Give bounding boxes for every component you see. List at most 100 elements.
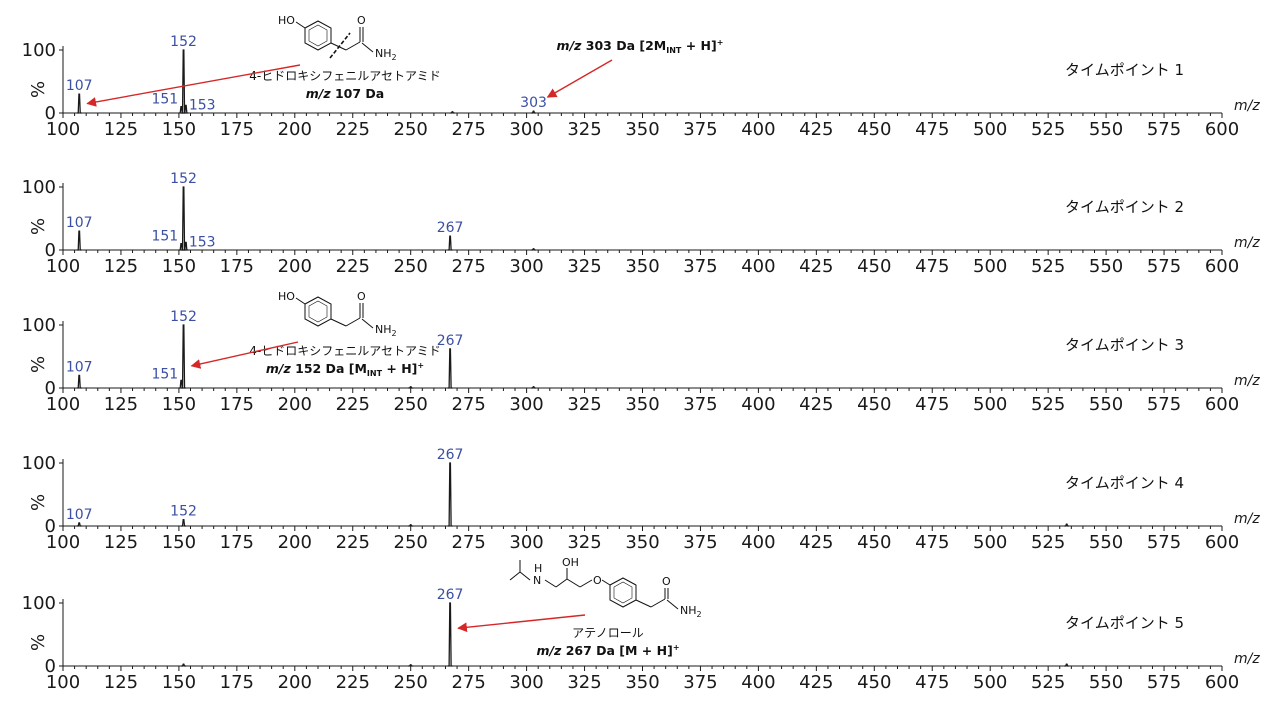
peak-152 (181, 324, 187, 389)
peak-533 (1064, 663, 1070, 667)
peak-label-152: 152 (170, 171, 197, 187)
chem-nh2-label: NH2 (680, 604, 702, 619)
peak-268 (449, 111, 455, 114)
x-tick-label: 450 (857, 119, 891, 140)
x-tick-label: 375 (683, 256, 717, 277)
y-axis-label: % (28, 81, 49, 98)
x-tick-label: 450 (857, 394, 891, 415)
timepoint-label: タイムポイント 2 (1065, 198, 1184, 216)
x-tick-label: 300 (509, 672, 543, 693)
x-tick-label: 550 (1089, 394, 1123, 415)
x-axis-label: m/z (1234, 98, 1260, 114)
x-tick-label: 525 (1031, 532, 1065, 553)
chem-n-label: N (533, 574, 541, 587)
x-tick-label: 500 (973, 532, 1007, 553)
x-tick-label: 175 (220, 394, 254, 415)
peak-label-267: 267 (437, 333, 464, 349)
x-tick-label: 350 (625, 672, 659, 693)
x-tick-label: 300 (509, 119, 543, 140)
x-tick-label: 425 (799, 394, 833, 415)
compound-mass: m/z 303 Da [2MINT + H]+ (557, 38, 724, 55)
annotation: m/z 303 Da [2MINT + H]+ (546, 38, 724, 98)
x-tick-label: 200 (278, 256, 312, 277)
x-tick-label: 200 (278, 672, 312, 693)
x-tick-label: 100 (46, 394, 80, 415)
x-tick-label: 350 (625, 532, 659, 553)
peak-label-151: 151 (151, 91, 178, 107)
x-tick-label: 275 (451, 672, 485, 693)
x-tick-label: 475 (915, 672, 949, 693)
x-tick-label: 600 (1205, 394, 1239, 415)
x-tick-label: 100 (46, 672, 80, 693)
peak-533 (1064, 523, 1070, 527)
x-tick-label: 475 (915, 532, 949, 553)
x-tick-label: 525 (1031, 672, 1065, 693)
x-tick-label: 450 (857, 672, 891, 693)
peak-152 (181, 49, 187, 114)
y-tick-label: 100 (22, 40, 56, 61)
x-tick-label: 550 (1089, 256, 1123, 277)
peak-label-107: 107 (66, 215, 93, 231)
y-tick-label: 100 (22, 177, 56, 198)
x-tick-label: 600 (1205, 672, 1239, 693)
y-tick-label: 0 (45, 378, 56, 399)
x-axis-label: m/z (1234, 651, 1260, 667)
x-tick-label: 375 (683, 532, 717, 553)
y-tick-label: 0 (45, 103, 56, 124)
chem-nh2-label: NH2 (375, 323, 397, 338)
compound-mass: m/z 152 Da [MINT + H]+ (266, 361, 424, 378)
x-tick-label: 150 (162, 672, 196, 693)
compound-name: アテノロール (572, 626, 644, 640)
x-tick-label: 575 (1147, 532, 1181, 553)
x-tick-label: 575 (1147, 672, 1181, 693)
x-tick-label: 325 (567, 672, 601, 693)
chem-o-label: O (357, 14, 366, 27)
x-tick-label: 600 (1205, 256, 1239, 277)
timepoint-label: タイムポイント 4 (1065, 474, 1184, 492)
annotation-arrow (457, 614, 586, 633)
chem-oh-label: OH (562, 556, 579, 569)
peak-107 (76, 374, 82, 389)
x-tick-label: 225 (336, 672, 370, 693)
x-tick-label: 250 (394, 119, 428, 140)
x-tick-label: 375 (683, 672, 717, 693)
x-tick-label: 275 (451, 532, 485, 553)
peak-250 (408, 386, 414, 389)
x-tick-label: 350 (625, 256, 659, 277)
compound-name: 4-ヒドロキシフェニルアセトアミド (249, 344, 441, 358)
x-tick-label: 150 (162, 394, 196, 415)
x-axis-label: m/z (1234, 511, 1260, 527)
x-tick-label: 250 (394, 672, 428, 693)
x-tick-label: 400 (741, 672, 775, 693)
x-tick-label: 600 (1205, 119, 1239, 140)
structure-panel3: HO O NH2 (278, 290, 397, 338)
x-tick-label: 175 (220, 672, 254, 693)
x-tick-label: 500 (973, 256, 1007, 277)
annotation: アテノロール m/z 267 Da [M + H]+ (457, 614, 680, 658)
x-tick-label: 400 (741, 394, 775, 415)
x-tick-label: 150 (162, 256, 196, 277)
x-tick-label: 125 (104, 532, 138, 553)
peak-267 (447, 462, 453, 527)
x-tick-label: 350 (625, 394, 659, 415)
chem-ho-label: HO (278, 14, 295, 27)
peak-label-303: 303 (520, 95, 547, 111)
annotation: 4-ヒドロキシフェニルアセトアミド m/z 107 Da (86, 64, 441, 107)
peak-label-153: 153 (189, 234, 216, 250)
x-tick-label: 500 (973, 394, 1007, 415)
peak-107 (76, 522, 82, 527)
x-tick-label: 525 (1031, 394, 1065, 415)
x-tick-label: 475 (915, 119, 949, 140)
timepoint-label: タイムポイント 3 (1065, 336, 1184, 354)
x-tick-label: 300 (509, 256, 543, 277)
x-axis-label: m/z (1234, 235, 1260, 251)
peak-267 (447, 348, 453, 389)
x-tick-label: 300 (509, 394, 543, 415)
x-tick-label: 125 (104, 119, 138, 140)
x-tick-label: 400 (741, 256, 775, 277)
x-tick-label: 550 (1089, 119, 1123, 140)
x-tick-label: 100 (46, 532, 80, 553)
